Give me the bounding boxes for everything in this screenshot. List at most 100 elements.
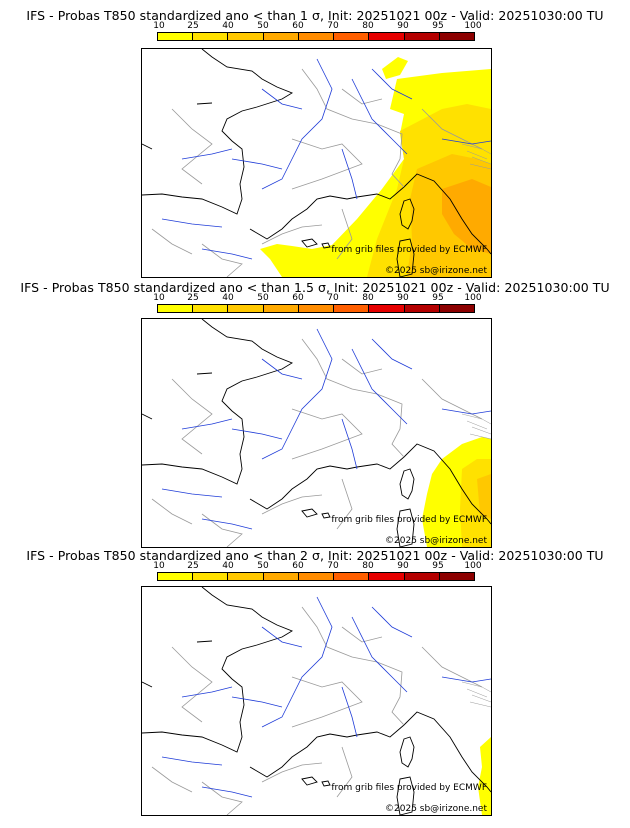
legend-tick: 90 — [397, 293, 409, 303]
coastline — [142, 319, 491, 525]
legend-ticks: 10 25 40 50 60 70 80 90 95 100 — [0, 20, 630, 32]
legend-swatch — [158, 33, 194, 40]
copyright-credit: ©2025 sb@irizone.net — [385, 266, 487, 276]
copyright-credit: ©2025 sb@irizone.net — [385, 804, 487, 814]
legend-tick: 10 — [153, 561, 165, 571]
legend-tick: 80 — [362, 21, 374, 31]
legend-tick: 80 — [362, 561, 374, 571]
legend-swatch — [298, 305, 335, 312]
legend-tick: 80 — [362, 293, 374, 303]
legend-tick: 100 — [464, 21, 482, 31]
legend-tick: 90 — [397, 21, 409, 31]
legend-swatch — [439, 573, 474, 580]
probability-map: from grib files provided by ECMWF ©2025 … — [141, 586, 492, 816]
rivers — [161, 58, 491, 260]
legend-tick: 70 — [327, 293, 339, 303]
legend-tick: 25 — [187, 21, 199, 31]
data-source-credit: from grib files provided by ECMWF — [331, 783, 487, 793]
corsica — [399, 468, 415, 500]
legend-swatch — [369, 33, 405, 40]
legend-tick: 50 — [257, 21, 269, 31]
alps-relief — [461, 143, 491, 170]
panel-title: IFS - Probas T850 standardized ano < tha… — [26, 548, 604, 563]
legend-tick: 60 — [292, 21, 304, 31]
prob-area-40 — [477, 474, 491, 519]
legend-swatch — [263, 305, 299, 312]
prob-area-10 — [478, 737, 491, 815]
balearic-islands — [301, 776, 331, 787]
legend-tick: 50 — [257, 293, 269, 303]
legend-swatch — [228, 305, 264, 312]
legend-tick: 40 — [222, 21, 234, 31]
legend-tick: 100 — [464, 293, 482, 303]
legend-swatch — [228, 33, 264, 40]
probability-map: from grib files provided by ECMWF ©2025 … — [141, 48, 492, 278]
balearic-islands — [301, 238, 331, 249]
legend-swatch — [298, 573, 335, 580]
alps-relief — [461, 413, 491, 440]
color-legend — [157, 32, 475, 41]
legend-swatch — [369, 305, 405, 312]
data-source-credit: from grib files provided by ECMWF — [331, 245, 487, 255]
prob-area-50 — [442, 179, 491, 254]
legend-swatch — [334, 305, 370, 312]
forecast-panel-3: IFS - Probas T850 standardized ano < tha… — [0, 548, 630, 824]
legend-tick: 70 — [327, 561, 339, 571]
legend-tick: 40 — [222, 293, 234, 303]
legend-tick: 25 — [187, 561, 199, 571]
forecast-panel-2: IFS - Probas T850 standardized ano < tha… — [0, 280, 630, 556]
legend-tick: 25 — [187, 293, 199, 303]
legend-tick: 90 — [397, 561, 409, 571]
legend-tick: 60 — [292, 293, 304, 303]
legend-tick: 50 — [257, 561, 269, 571]
legend-swatch — [334, 573, 370, 580]
map-canvas — [142, 49, 491, 277]
data-source-credit: from grib files provided by ECMWF — [331, 515, 487, 525]
legend-swatch — [404, 33, 440, 40]
legend-swatch — [439, 33, 474, 40]
sardinia — [396, 238, 415, 277]
legend-tick: 10 — [153, 21, 165, 31]
corsica — [399, 198, 415, 230]
legend-swatch — [228, 573, 264, 580]
legend-swatch — [369, 573, 405, 580]
legend-swatch — [404, 573, 440, 580]
legend-swatch — [263, 573, 299, 580]
sardinia — [396, 776, 415, 815]
legend-swatch — [158, 573, 194, 580]
color-legend — [157, 572, 475, 581]
legend-ticks: 10 25 40 50 60 70 80 90 95 100 — [0, 292, 630, 304]
legend-swatch — [439, 305, 474, 312]
legend-swatch — [263, 33, 299, 40]
forecast-panel-1: IFS - Probas T850 standardized ano < tha… — [0, 8, 630, 284]
rivers — [161, 596, 491, 798]
map-canvas — [142, 587, 491, 815]
legend-swatch — [193, 33, 229, 40]
coastline — [142, 49, 491, 255]
legend-swatch — [298, 33, 335, 40]
probability-map: from grib files provided by ECMWF ©2025 … — [141, 318, 492, 548]
legend-swatch — [193, 305, 229, 312]
panel-title: IFS - Probas T850 standardized ano < tha… — [20, 280, 610, 295]
color-legend — [157, 304, 475, 313]
legend-swatch — [193, 573, 229, 580]
legend-tick: 95 — [432, 561, 444, 571]
corsica — [399, 736, 415, 768]
panel-title: IFS - Probas T850 standardized ano < tha… — [26, 8, 604, 23]
balearic-islands — [301, 508, 331, 519]
alps-relief — [461, 681, 491, 708]
legend-tick: 95 — [432, 21, 444, 31]
rivers — [161, 328, 491, 530]
legend-tick: 100 — [464, 561, 482, 571]
legend-tick: 95 — [432, 293, 444, 303]
legend-swatch — [404, 305, 440, 312]
sardinia — [396, 508, 415, 547]
legend-tick: 10 — [153, 293, 165, 303]
legend-tick: 70 — [327, 21, 339, 31]
legend-ticks: 10 25 40 50 60 70 80 90 95 100 — [0, 560, 630, 572]
prob-area-10b — [382, 57, 408, 79]
legend-swatch — [334, 33, 370, 40]
map-canvas — [142, 319, 491, 547]
copyright-credit: ©2025 sb@irizone.net — [385, 536, 487, 546]
legend-tick: 40 — [222, 561, 234, 571]
